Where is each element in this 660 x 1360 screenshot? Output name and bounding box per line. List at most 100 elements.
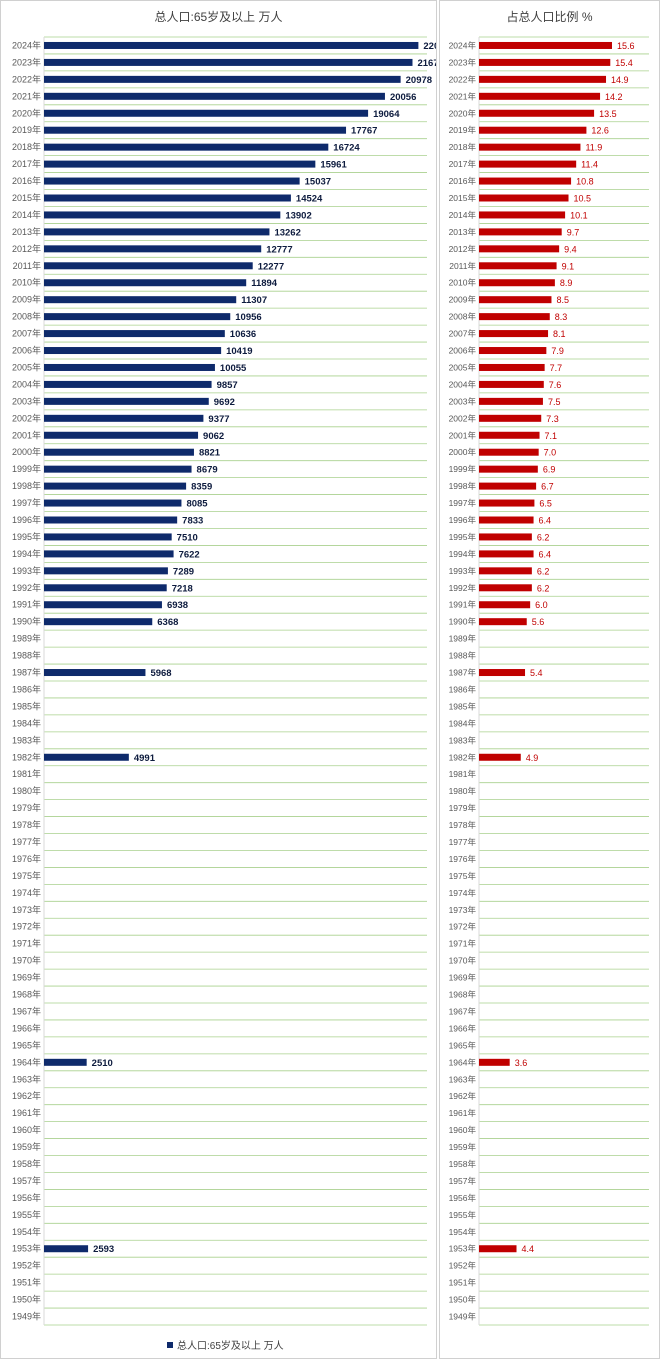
bar xyxy=(44,601,162,609)
population-share-chart-panel: 占总人口比例 % 2024年 15.6 2023年 15.4 2022年 14.9 2021… xyxy=(439,0,660,1359)
y-tick-label: 2020年 xyxy=(449,108,477,118)
y-tick-label: 2022年 xyxy=(12,73,41,84)
y-tick-label: 2013年 xyxy=(12,226,41,237)
bar xyxy=(479,58,611,66)
data-label: 17767 xyxy=(351,126,377,137)
data-label: 11.9 xyxy=(585,143,602,153)
right-chart-title: 占总人口比例 % xyxy=(506,10,593,24)
y-tick-label: 1966年 xyxy=(12,1022,41,1033)
bar xyxy=(479,126,587,134)
data-label: 9857 xyxy=(217,380,238,391)
data-label: 14.9 xyxy=(611,75,629,85)
bar xyxy=(479,143,581,151)
y-tick-label: 1950年 xyxy=(449,1295,477,1305)
data-label: 8.5 xyxy=(556,295,569,305)
y-tick-label: 1987年 xyxy=(449,668,477,678)
y-tick-label: 1966年 xyxy=(449,1023,477,1033)
data-label: 12277 xyxy=(258,261,284,272)
data-label: 10956 xyxy=(235,312,261,323)
y-tick-label: 1952年 xyxy=(12,1260,41,1271)
y-tick-label: 2011年 xyxy=(13,260,41,271)
y-tick-label: 2008年 xyxy=(449,312,477,322)
bar xyxy=(479,567,532,575)
y-tick-label: 1950年 xyxy=(12,1294,41,1305)
y-tick-label: 1999年 xyxy=(449,464,477,474)
y-tick-label: 2016年 xyxy=(449,176,477,186)
bar xyxy=(44,363,215,371)
bar xyxy=(479,414,542,422)
bar xyxy=(44,92,385,100)
y-tick-label: 2008年 xyxy=(12,311,41,322)
bar xyxy=(44,414,204,422)
y-tick-label: 1997年 xyxy=(12,497,41,508)
y-tick-label: 1987年 xyxy=(12,667,41,678)
data-label: 7.3 xyxy=(546,414,559,424)
y-tick-label: 1985年 xyxy=(449,701,477,711)
data-label: 3.6 xyxy=(515,1058,528,1068)
data-label: 14524 xyxy=(296,194,323,205)
y-tick-label: 2024年 xyxy=(12,39,41,50)
data-label: 6.0 xyxy=(535,600,548,610)
data-label: 6.2 xyxy=(537,583,550,593)
y-tick-label: 2002年 xyxy=(449,413,477,423)
y-tick-label: 1977年 xyxy=(12,836,41,847)
y-tick-label: 2014年 xyxy=(12,209,41,220)
data-label: 8.9 xyxy=(560,278,573,288)
data-label: 6.9 xyxy=(543,465,556,475)
bar xyxy=(479,296,552,304)
bar xyxy=(479,448,539,456)
bar xyxy=(479,194,569,202)
bar xyxy=(479,177,572,185)
bar xyxy=(44,448,194,456)
bar xyxy=(479,380,544,388)
bar xyxy=(479,262,557,270)
y-tick-label: 1984年 xyxy=(12,717,41,728)
data-label: 4.9 xyxy=(526,753,539,763)
y-tick-label: 2015年 xyxy=(12,192,41,203)
y-tick-label: 1977年 xyxy=(449,837,477,847)
y-tick-label: 1951年 xyxy=(12,1277,41,1288)
y-tick-label: 1957年 xyxy=(12,1175,41,1186)
data-label: 9.1 xyxy=(562,261,575,271)
y-tick-label: 2000年 xyxy=(449,447,477,457)
y-tick-label: 1955年 xyxy=(449,1210,477,1220)
data-label: 6.4 xyxy=(539,549,552,559)
data-label: 15.4 xyxy=(615,58,633,68)
y-tick-label: 1983年 xyxy=(12,734,41,745)
bar xyxy=(479,211,566,219)
data-label: 8.3 xyxy=(555,312,568,322)
bar xyxy=(479,109,595,117)
y-tick-label: 1970年 xyxy=(449,956,477,966)
bar xyxy=(44,516,178,524)
y-tick-label: 2004年 xyxy=(12,378,41,389)
y-tick-label: 2021年 xyxy=(12,90,41,101)
bar xyxy=(479,669,526,677)
bar xyxy=(479,584,532,592)
bar xyxy=(479,75,607,83)
y-tick-label: 1980年 xyxy=(12,785,41,796)
bar xyxy=(44,499,182,507)
y-tick-label: 1967年 xyxy=(12,1005,41,1016)
data-label: 10055 xyxy=(220,363,247,374)
data-label: 9.4 xyxy=(564,244,577,254)
y-tick-label: 1974年 xyxy=(12,887,41,898)
bar xyxy=(479,431,540,439)
data-label: 21676 xyxy=(417,58,436,69)
left-chart-title: 总人口:65岁及以上 万人 xyxy=(154,10,283,24)
bar xyxy=(44,109,369,117)
y-tick-label: 2017年 xyxy=(12,158,41,169)
legend-swatch xyxy=(167,1341,173,1348)
data-label: 6368 xyxy=(157,617,178,628)
y-tick-label: 2024年 xyxy=(449,40,477,50)
bar xyxy=(44,296,237,304)
y-tick-label: 1988年 xyxy=(449,651,477,661)
bar xyxy=(44,533,172,541)
y-tick-label: 2018年 xyxy=(449,142,477,152)
bar xyxy=(44,1058,87,1066)
y-tick-label: 1997年 xyxy=(449,498,477,508)
bar xyxy=(44,347,222,355)
data-label: 13262 xyxy=(274,227,300,238)
data-label: 7.5 xyxy=(548,397,561,407)
y-tick-label: 1988年 xyxy=(12,650,41,661)
data-label: 9.7 xyxy=(567,227,580,237)
